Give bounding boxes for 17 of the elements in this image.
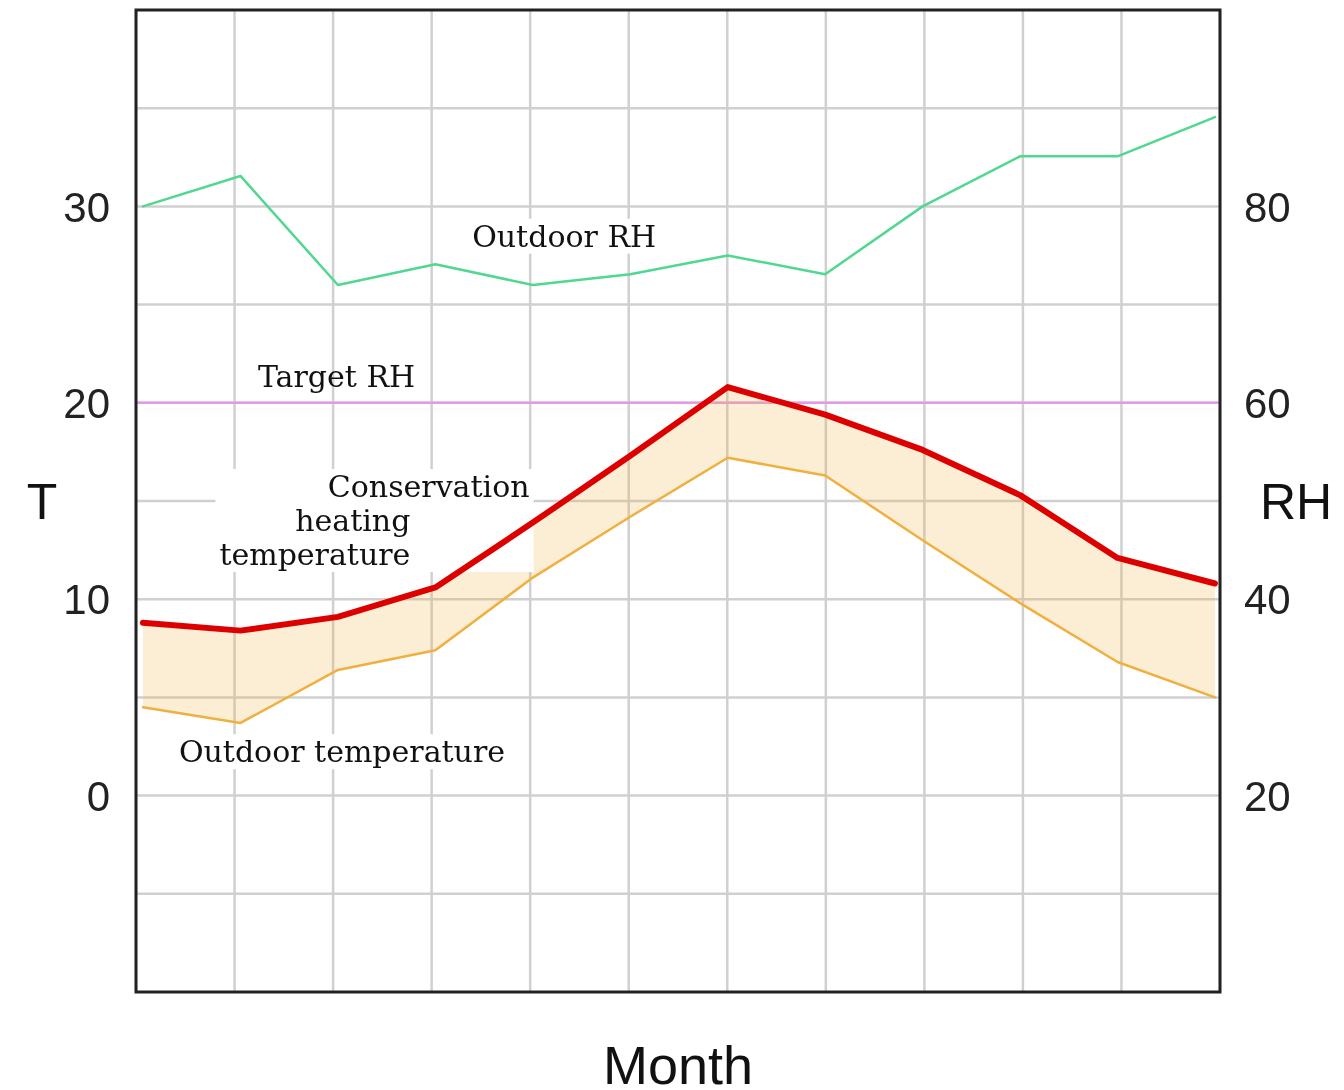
y-tick-label: 0: [86, 772, 110, 820]
y2-tick-label: 60: [1244, 380, 1291, 427]
y-tick-label: 20: [63, 380, 110, 427]
y2-tick-label: 40: [1244, 576, 1291, 624]
ref-line-label: Target RH: [257, 358, 416, 394]
line-series: [141, 456, 1217, 725]
x-axis-title: Month: [602, 1035, 754, 1090]
y2-tick-label: 20: [1244, 772, 1291, 820]
y-axis-title: T: [26, 474, 58, 530]
y-tick-label: 30: [63, 183, 110, 231]
series-label: Outdoor RH: [472, 218, 657, 254]
series-label: Outdoor temperature: [178, 734, 506, 770]
y2-tick-label: 80: [1244, 183, 1291, 231]
y2-axis-title: RH: [1259, 474, 1333, 530]
y-tick-label: 10: [63, 576, 110, 624]
series-label: Conservation heating temperature: [219, 469, 530, 573]
line-series: [141, 115, 1217, 287]
